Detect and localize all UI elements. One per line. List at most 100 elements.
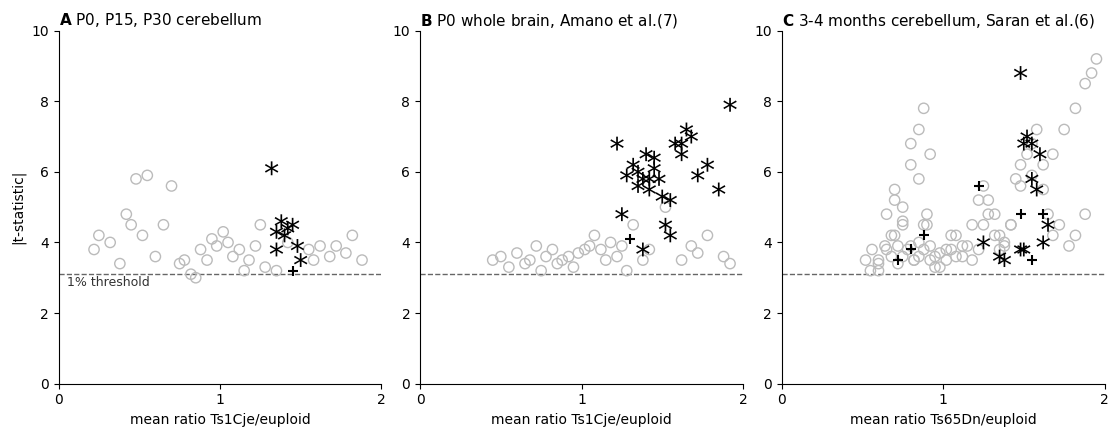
- Point: [629, 168, 647, 175]
- Point: [902, 243, 920, 250]
- Point: [645, 165, 663, 172]
- Point: [613, 243, 631, 250]
- Text: 1% threshold: 1% threshold: [66, 276, 149, 289]
- Point: [291, 257, 309, 264]
- Point: [181, 271, 199, 278]
- Point: [974, 239, 992, 246]
- Point: [926, 253, 944, 260]
- Point: [564, 264, 582, 271]
- Point: [1018, 133, 1036, 140]
- Point: [203, 235, 221, 242]
- Point: [208, 243, 226, 250]
- Point: [162, 183, 180, 190]
- Point: [500, 264, 517, 271]
- Point: [516, 260, 534, 267]
- Point: [656, 221, 674, 228]
- Point: [894, 218, 912, 225]
- Point: [699, 161, 717, 168]
- Point: [576, 246, 594, 253]
- Point: [902, 140, 920, 147]
- Point: [886, 232, 904, 239]
- Point: [1011, 70, 1029, 77]
- Point: [1034, 161, 1052, 168]
- Point: [1023, 175, 1040, 182]
- Point: [327, 243, 345, 250]
- Point: [915, 246, 933, 253]
- Text: $\bf{A}$ P0, P15, P30 cerebellum: $\bf{A}$ P0, P15, P30 cerebellum: [58, 11, 262, 29]
- Point: [990, 246, 1008, 253]
- Point: [905, 257, 923, 264]
- Point: [678, 126, 696, 133]
- Point: [894, 253, 912, 260]
- Point: [883, 232, 900, 239]
- Point: [883, 253, 900, 260]
- Point: [921, 243, 939, 250]
- Point: [699, 232, 717, 239]
- Point: [937, 257, 955, 264]
- Point: [1055, 126, 1073, 133]
- Point: [721, 101, 739, 108]
- Point: [601, 239, 619, 246]
- Point: [653, 193, 671, 200]
- Point: [634, 257, 652, 264]
- Point: [886, 186, 904, 193]
- Point: [915, 105, 933, 112]
- Point: [963, 221, 981, 228]
- Point: [902, 161, 920, 168]
- Point: [869, 257, 887, 264]
- Point: [990, 232, 1008, 239]
- Point: [869, 267, 887, 274]
- Point: [970, 183, 988, 190]
- Point: [894, 221, 912, 228]
- Point: [276, 232, 293, 239]
- Point: [974, 183, 992, 190]
- Point: [1066, 105, 1084, 112]
- Point: [650, 175, 668, 182]
- Point: [1051, 221, 1068, 228]
- Point: [1034, 211, 1052, 218]
- Point: [608, 253, 626, 260]
- Point: [240, 257, 258, 264]
- Point: [918, 221, 936, 228]
- Point: [886, 197, 904, 204]
- Point: [1034, 239, 1052, 246]
- Point: [613, 211, 631, 218]
- Point: [1066, 232, 1084, 239]
- Point: [1023, 257, 1040, 264]
- Point: [279, 225, 297, 232]
- Point: [974, 221, 992, 228]
- Point: [898, 246, 916, 253]
- Point: [721, 260, 739, 267]
- Point: [268, 267, 286, 274]
- Point: [641, 186, 659, 193]
- Point: [1034, 186, 1052, 193]
- Point: [618, 267, 636, 274]
- Point: [857, 257, 875, 264]
- Point: [283, 221, 301, 228]
- Point: [689, 250, 707, 257]
- Point: [894, 204, 912, 211]
- Point: [235, 267, 253, 274]
- Point: [864, 246, 881, 253]
- Point: [279, 239, 297, 246]
- Point: [624, 221, 642, 228]
- Point: [1002, 221, 1020, 228]
- Point: [256, 264, 274, 271]
- Point: [263, 165, 281, 172]
- Point: [1028, 186, 1046, 193]
- Point: [937, 246, 955, 253]
- Point: [889, 243, 907, 250]
- Point: [645, 154, 663, 161]
- Point: [878, 211, 896, 218]
- Point: [641, 246, 659, 253]
- Point: [889, 260, 907, 267]
- Point: [1023, 140, 1040, 147]
- Point: [608, 140, 626, 147]
- Point: [1076, 80, 1094, 87]
- Point: [1023, 140, 1040, 147]
- Point: [187, 274, 205, 281]
- Point: [959, 243, 977, 250]
- Point: [170, 260, 188, 267]
- Point: [1023, 172, 1040, 179]
- Point: [953, 243, 971, 250]
